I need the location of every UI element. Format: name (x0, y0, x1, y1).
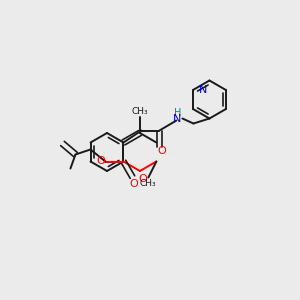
Text: O: O (139, 174, 147, 184)
Text: O: O (96, 155, 105, 166)
Text: N: N (173, 115, 181, 124)
Text: H: H (174, 109, 181, 118)
Text: CH₃: CH₃ (132, 107, 148, 116)
Text: O: O (157, 146, 166, 157)
Text: O: O (129, 179, 138, 189)
Text: N: N (199, 85, 207, 95)
Text: CH₃: CH₃ (139, 179, 156, 188)
